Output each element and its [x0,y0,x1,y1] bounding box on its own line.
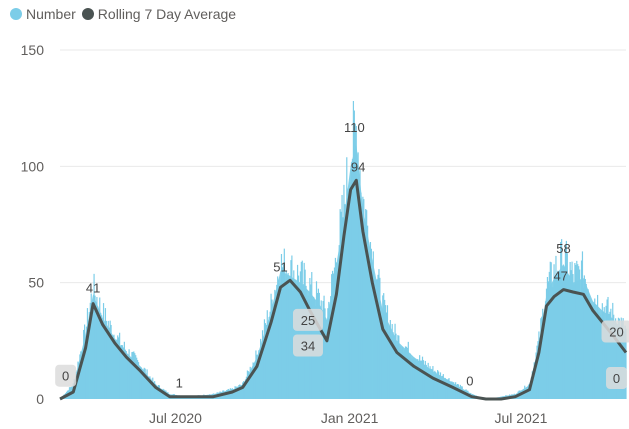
data-label: 0 [62,369,69,384]
data-label: 110 [344,120,365,135]
legend-label-number: Number [26,6,76,22]
data-label: 0 [613,371,620,386]
data-label: 47 [553,269,567,284]
y-tick-label: 150 [21,42,45,58]
data-label: 41 [86,280,100,295]
data-label-box [292,334,323,357]
y-tick-label: 100 [21,158,45,174]
data-label: 58 [556,241,570,256]
data-label: 25 [301,313,315,328]
y-axis: 0 50 100 150 [21,42,45,407]
data-label: 20 [609,325,623,340]
legend: Number Rolling 7 Day Average [10,6,236,22]
legend-item-rolling[interactable]: Rolling 7 Day Average [81,6,237,22]
data-label: 0 [466,373,473,388]
rolling-average-series [59,178,628,401]
y-tick-label: 50 [28,275,44,291]
legend-dot-number-icon [10,8,22,20]
legend-label-rolling: Rolling 7 Day Average [97,6,237,22]
data-label: 34 [301,338,315,353]
data-label-box [55,364,77,387]
rolling-average-line [59,178,628,401]
data-label: 94 [351,159,365,174]
x-tick-label: Jul 2021 [494,410,547,426]
legend-item-number[interactable]: Number [10,6,76,22]
x-tick-label: Jan 2021 [321,410,379,426]
data-label: 51 [273,259,287,274]
data-label: 1 [176,376,183,391]
x-axis: Jul 2020 Jan 2021 Jul 2021 [149,410,548,426]
y-tick-label: 0 [36,391,44,407]
data-label-box [292,308,323,331]
data-labels: 0 41 1 51 25 34 110 94 0 58 47 20 0 [55,120,629,391]
data-label-box [606,367,628,390]
legend-dot-rolling-icon [81,8,94,20]
x-tick-label: Jul 2020 [149,410,202,426]
data-label-box [601,320,629,343]
